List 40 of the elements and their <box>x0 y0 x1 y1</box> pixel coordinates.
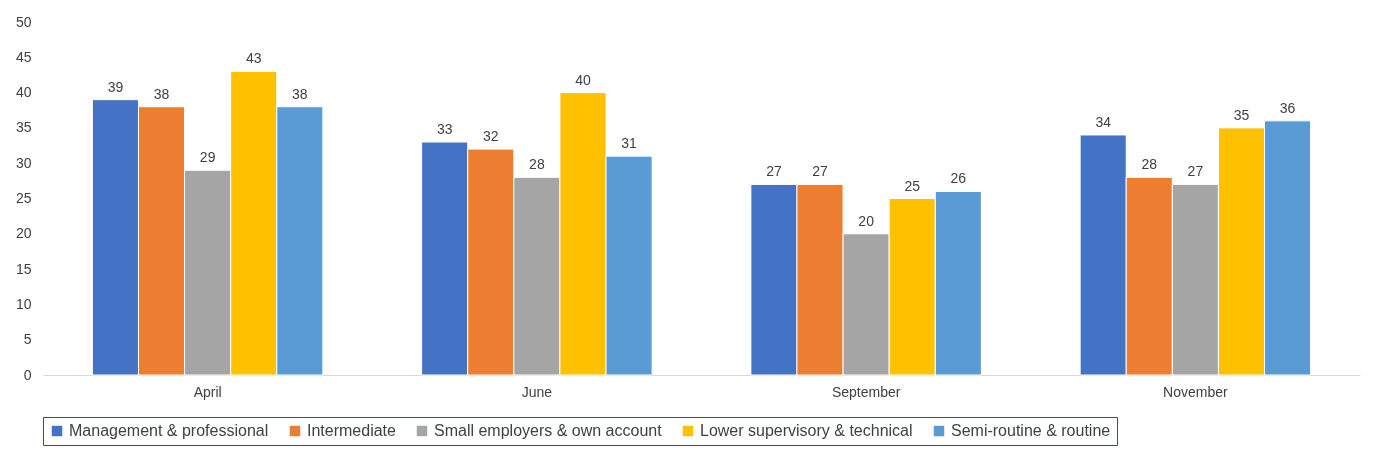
data-label: 33 <box>436 121 453 138</box>
data-label: 27 <box>766 163 782 180</box>
data-label: 38 <box>153 85 170 102</box>
y-tick-label: 5 <box>23 331 32 348</box>
y-tick-label: 0 <box>23 366 32 383</box>
legend-label: Intermediate <box>307 422 397 439</box>
data-label: 38 <box>292 85 308 102</box>
y-tick-label: 20 <box>15 225 32 242</box>
legend-label: Lower supervisory & technical <box>700 422 913 439</box>
data-label: 43 <box>245 50 262 67</box>
data-label: 25 <box>904 177 921 194</box>
data-label: 20 <box>858 212 875 229</box>
legend-label: Small employers & own account <box>434 422 663 439</box>
data-label: 40 <box>575 71 591 88</box>
data-label: 39 <box>107 78 124 95</box>
data-label: 36 <box>1279 99 1296 116</box>
y-tick-label: 30 <box>15 154 32 171</box>
x-tick-label: April <box>193 383 222 400</box>
x-tick-label: September <box>831 383 901 400</box>
data-label: 28 <box>529 156 545 173</box>
data-label: 31 <box>621 135 638 152</box>
y-tick-label: 40 <box>15 84 32 101</box>
data-label: 26 <box>950 170 967 187</box>
x-tick-label: June <box>521 383 553 400</box>
y-tick-label: 45 <box>15 48 32 65</box>
y-tick-label: 25 <box>15 190 32 206</box>
data-label: 32 <box>482 128 499 145</box>
y-tick-label: 10 <box>15 295 32 312</box>
data-label: 28 <box>1141 156 1158 173</box>
y-tick-label: 35 <box>15 119 32 136</box>
legend-label: Management & professional <box>69 422 269 439</box>
data-label: 27 <box>1187 163 1204 180</box>
data-label: 35 <box>1233 106 1250 123</box>
legend-label: Semi-routine & routine <box>951 422 1111 439</box>
y-tick-label: 15 <box>15 260 32 277</box>
data-label: 34 <box>1095 113 1112 130</box>
x-tick-label: November <box>1163 383 1228 400</box>
y-tick-label: 50 <box>15 13 32 30</box>
data-label: 29 <box>199 149 216 166</box>
data-label: 27 <box>812 163 829 180</box>
